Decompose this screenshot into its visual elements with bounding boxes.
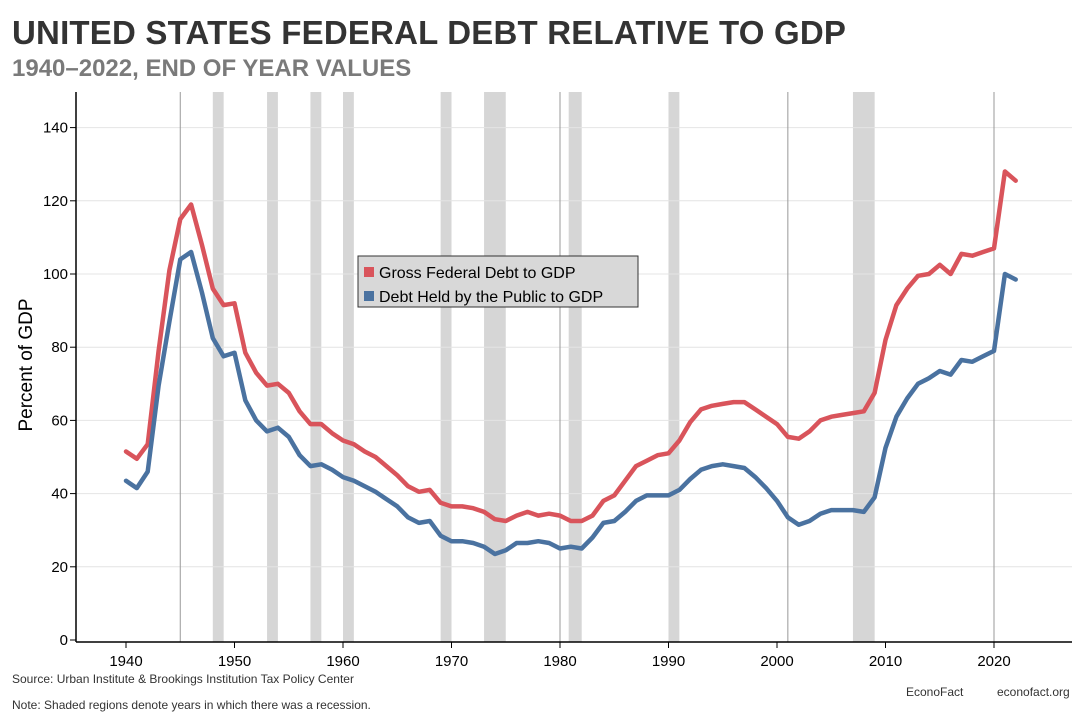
recession-note: Note: Shaded regions denote years in whi… — [12, 698, 371, 712]
y-tick-label-140: 140 — [43, 120, 68, 137]
legend-box — [357, 255, 639, 308]
recession-band-0 — [212, 92, 224, 642]
legend-label-public: Debt Held by the Public to GDP — [379, 289, 603, 306]
brand-name: EconoFact — [906, 685, 964, 699]
recession-band-1 — [267, 92, 278, 642]
x-tick-label-1980: 1980 — [543, 653, 576, 670]
x-tick-label-2010: 2010 — [869, 653, 902, 670]
recession-band-3 — [343, 92, 354, 642]
series-line-gross-debt — [123, 169, 1018, 524]
series-line-public-debt — [123, 249, 1018, 557]
y-tick-label-80: 80 — [51, 339, 68, 356]
axes: 0 20 40 60 80 100 120 140 1940 1950 1960 1970 1980 19… — [43, 92, 1072, 670]
recession-band-5 — [484, 92, 506, 642]
x-tick-label-2000: 2000 — [760, 653, 793, 670]
y-tick-label-20: 20 — [51, 559, 68, 576]
x-tick-label-1940: 1940 — [109, 653, 142, 670]
y-tick-label-0: 0 — [60, 632, 68, 649]
y-tick-label-100: 100 — [43, 266, 68, 283]
legend-swatch-public — [364, 291, 374, 301]
x-tick-label-1990: 1990 — [652, 653, 685, 670]
y-tick-label-60: 60 — [51, 412, 68, 429]
x-tick-label-1970: 1970 — [435, 653, 468, 670]
legend-label-gross: Gross Federal Debt to GDP — [379, 265, 576, 282]
y-tick-label-120: 120 — [43, 193, 68, 210]
series-lines — [123, 169, 1018, 557]
source-note: Source: Urban Institute & Brookings Inst… — [12, 672, 354, 686]
x-tick-label-1960: 1960 — [326, 653, 359, 670]
legend: Gross Federal Debt to GDP Debt Held by th… — [357, 255, 639, 308]
y-axis-label: Percent of GDP — [16, 298, 37, 431]
recession-band-8 — [852, 92, 875, 642]
brand-site: econofact.org — [997, 685, 1070, 699]
chart-subtitle: 1940–2022, END OF YEAR VALUES — [12, 55, 412, 82]
recession-band-2 — [310, 92, 322, 642]
x-tick-label-1950: 1950 — [218, 653, 251, 670]
recession-band-7 — [668, 92, 680, 642]
y-tick-label-40: 40 — [51, 486, 68, 503]
x-tick-label-2020: 2020 — [977, 653, 1010, 670]
gridlines — [76, 127, 1072, 568]
recession-band-6 — [568, 92, 582, 642]
recession-shading — [212, 92, 875, 642]
legend-swatch-gross — [364, 267, 374, 277]
recession-band-4 — [440, 92, 452, 642]
chart-title: UNITED STATES FEDERAL DEBT RELATIVE TO G… — [12, 14, 847, 51]
